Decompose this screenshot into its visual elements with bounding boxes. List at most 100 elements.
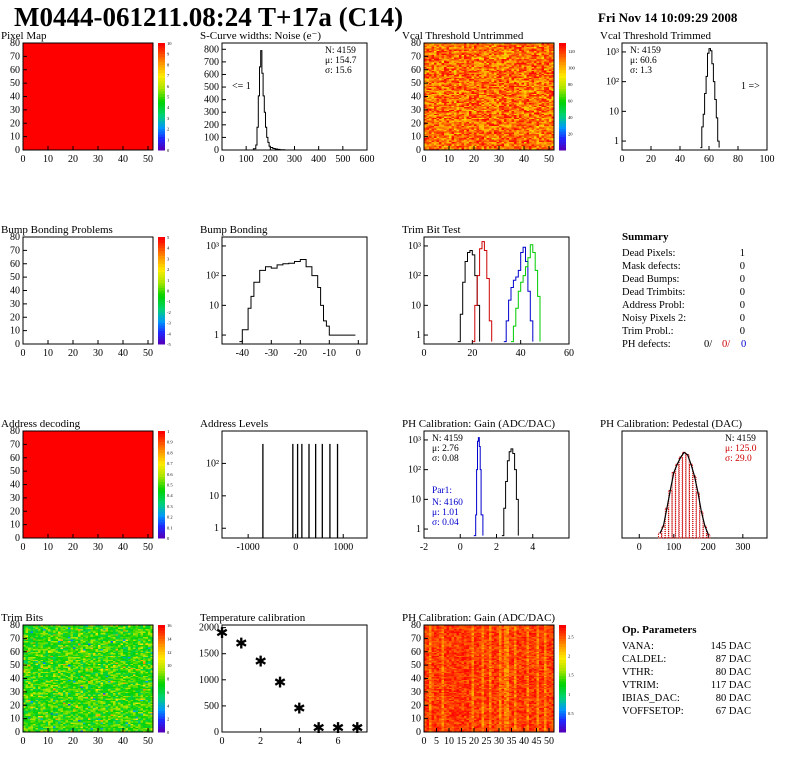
heatmap-cell	[426, 97, 430, 100]
heatmap-cell	[549, 56, 552, 59]
heatmap-cell	[494, 55, 497, 57]
heatmap-cell	[539, 45, 542, 48]
heatmap-cell	[496, 80, 500, 83]
heatmap-cell	[481, 57, 485, 60]
heatmap-cell	[451, 99, 455, 101]
heatmap-cell	[536, 53, 540, 56]
heatmap-cell	[491, 95, 495, 97]
heatmap-cell	[489, 99, 492, 101]
heatmap-cell	[539, 75, 542, 77]
heatmap-cell	[501, 76, 505, 79]
heatmap-cell	[476, 61, 480, 64]
heatmap-cell	[511, 63, 515, 65]
heatmap-cell	[431, 77, 435, 80]
heatmap-cell	[474, 72, 477, 75]
heatmap-cell	[429, 59, 432, 61]
heatmap-cell	[546, 80, 550, 83]
heatmap-cell	[466, 49, 470, 52]
heatmap-cell	[499, 100, 502, 103]
heatmap-cell	[424, 73, 427, 76]
heatmap-cell	[479, 45, 482, 48]
heatmap-cell	[466, 100, 470, 103]
heatmap-cell	[536, 64, 540, 67]
heatmap-cell	[479, 77, 482, 80]
heatmap-cell	[434, 87, 437, 89]
heatmap-cell	[441, 75, 445, 77]
heatmap-cell	[486, 100, 490, 103]
heatmap-cell	[441, 107, 445, 109]
heatmap-cell	[524, 95, 527, 97]
heatmap-cell	[424, 85, 427, 88]
heatmap-cell	[481, 88, 485, 91]
y-tick-label: 30	[10, 493, 20, 504]
heatmap-cell	[549, 76, 552, 79]
heatmap-cell	[516, 89, 520, 92]
heatmap-fill	[23, 431, 153, 538]
heatmap-cell	[531, 60, 535, 63]
heatmap-cell	[471, 99, 475, 101]
heatmap-cell	[504, 59, 507, 61]
heatmap-cell	[484, 88, 487, 91]
heatmap-cell	[441, 92, 445, 95]
heatmap-cell	[504, 75, 507, 77]
heatmap-cell	[509, 101, 512, 104]
heatmap-cell	[436, 103, 440, 105]
heatmap-cell	[534, 80, 537, 83]
heatmap-cell	[511, 67, 515, 69]
heatmap-cell	[474, 99, 477, 101]
heatmap-cell	[459, 88, 462, 91]
heatmap-cell	[456, 84, 460, 87]
heatmap-cell	[469, 47, 472, 49]
heatmap-cell	[476, 91, 480, 93]
z-color-step	[559, 115, 566, 119]
heatmap-cell	[524, 60, 527, 63]
heatmap-cell	[454, 44, 457, 47]
heatmap-cell	[451, 45, 455, 48]
heatmap-cell	[504, 45, 507, 48]
heatmap-cell	[479, 59, 482, 61]
heatmap-cell	[514, 64, 517, 67]
heatmap-cell	[501, 67, 505, 69]
z-color-step	[158, 481, 165, 485]
heatmap-cell	[461, 57, 465, 60]
heatmap-cell	[496, 100, 500, 103]
heatmap-cell	[471, 43, 475, 45]
heatmap-cell	[534, 104, 537, 107]
heatmap-cell	[444, 89, 447, 92]
z-color-step	[158, 301, 165, 305]
x-tick-label: 100	[666, 542, 681, 553]
heatmap-cell	[524, 85, 527, 88]
heatmap-cell	[496, 85, 500, 88]
heatmap-cell	[536, 100, 540, 103]
y-tick-label: 0	[416, 145, 421, 156]
heatmap-cell	[451, 55, 455, 57]
heatmap-cell	[526, 55, 530, 57]
heatmap-cell	[504, 49, 507, 52]
heatmap-cell	[514, 103, 517, 105]
heatmap-cell	[474, 89, 477, 92]
heatmap-cell	[431, 79, 435, 81]
heatmap-cell	[506, 73, 510, 76]
heatmap-cell	[439, 87, 442, 89]
stats2-label: Par1:	[432, 486, 452, 496]
heatmap-cell	[466, 73, 470, 76]
heatmap-cell	[476, 88, 480, 91]
heatmap-cell	[549, 92, 552, 95]
heatmap-cell	[484, 73, 487, 76]
heatmap-cell	[536, 76, 540, 79]
heatmap-cell	[479, 96, 482, 99]
heatmap-cell	[439, 99, 442, 101]
heatmap-cell	[514, 91, 517, 93]
heatmap-cell	[461, 97, 465, 100]
heatmap-cell	[519, 72, 522, 75]
heatmap-cell	[491, 81, 495, 84]
heatmap-cell	[441, 56, 445, 59]
heatmap-cell	[434, 80, 437, 83]
heatmap-cell	[446, 51, 450, 53]
heatmap-cell	[526, 84, 530, 87]
heatmap-cell	[499, 88, 502, 91]
heatmap-cell	[486, 91, 490, 93]
y-tick-label: 20	[411, 118, 421, 129]
heatmap-cell	[539, 43, 542, 45]
